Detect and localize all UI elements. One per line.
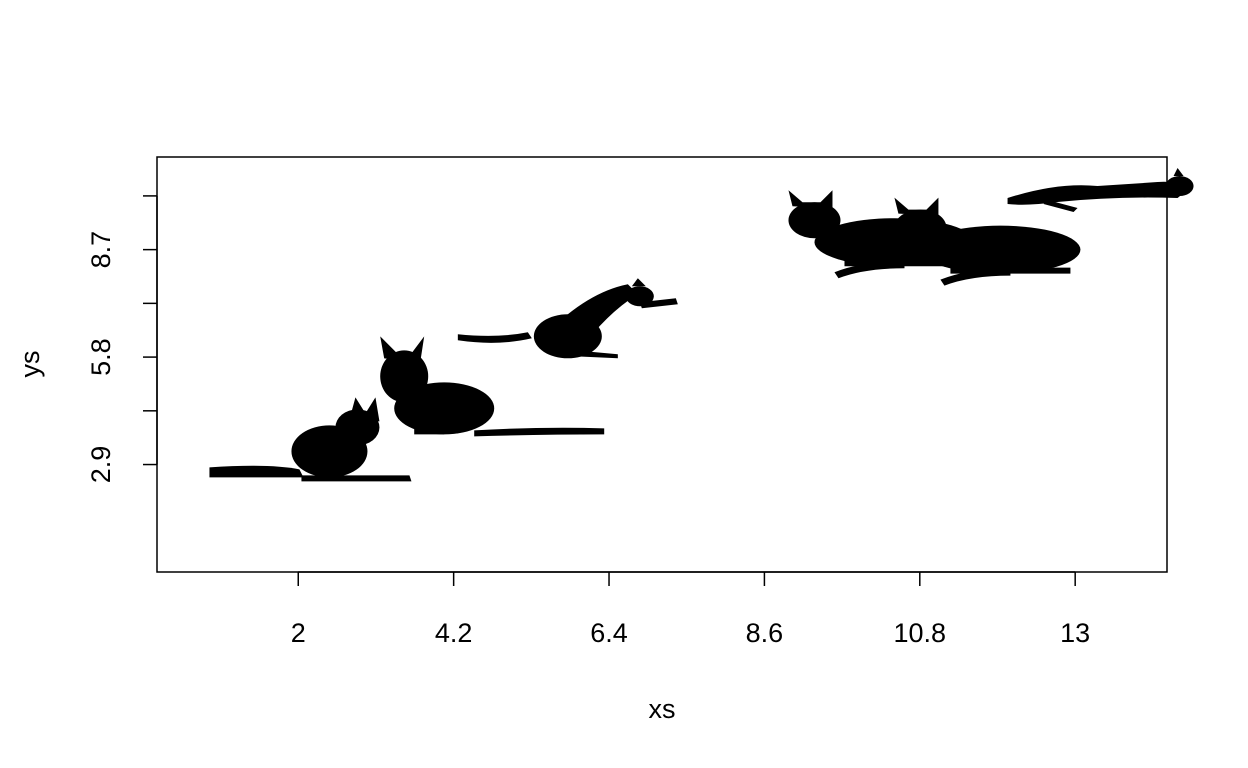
cat-marker (894, 197, 1081, 286)
x-axis-label: xs (649, 694, 676, 724)
x-axis: 2 4.2 6.4 8.6 10.8 13 (291, 571, 1090, 648)
y-tick-label: 5.8 (86, 338, 116, 376)
cat-markers (209, 168, 1194, 482)
y-axis: 2.9 5.8 8.7 (86, 195, 158, 484)
y-axis-label: ys (15, 351, 45, 378)
x-tick-label: 2 (291, 618, 306, 648)
y-tick-label: 8.7 (86, 231, 116, 269)
x-tick-label: 6.4 (590, 618, 628, 648)
y-tick-label: 2.9 (86, 446, 116, 484)
cat-marker (380, 336, 605, 437)
plot-frame (156, 156, 1168, 573)
x-tick-label: 4.2 (435, 618, 473, 648)
cat-marker (457, 278, 678, 359)
x-tick-label: 10.8 (894, 618, 947, 648)
x-tick-label: 13 (1060, 618, 1090, 648)
x-tick-label: 8.6 (746, 618, 784, 648)
cat-marker (209, 397, 412, 482)
cat-marker (1007, 168, 1194, 213)
